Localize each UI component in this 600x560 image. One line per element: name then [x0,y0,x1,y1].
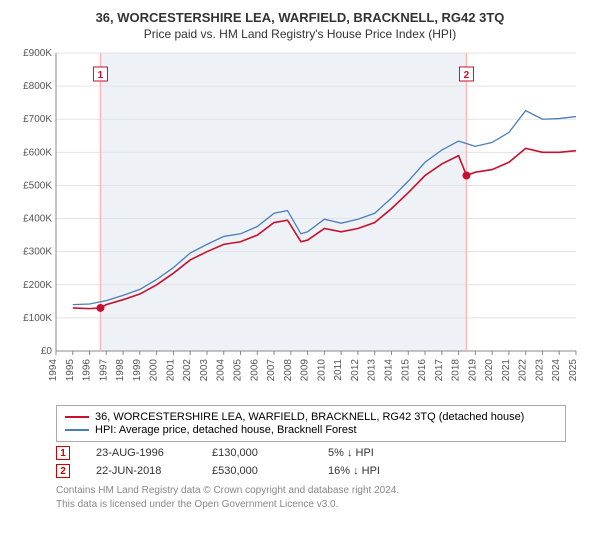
legend-item: HPI: Average price, detached house, Brac… [65,424,557,436]
svg-text:£200K: £200K [23,280,52,291]
svg-text:2020: 2020 [484,359,495,382]
svg-text:1: 1 [98,70,104,81]
legend: 36, WORCESTERSHIRE LEA, WARFIELD, BRACKN… [56,405,566,442]
svg-text:£700K: £700K [23,114,52,125]
transaction-table: 1 23-AUG-1996 £130,000 5% ↓ HPI 2 22-JUN-2018… [56,446,588,478]
chart-subtitle: Price paid vs. HM Land Registry's House … [12,27,588,41]
svg-text:£400K: £400K [23,214,52,225]
transaction-date: 23-AUG-1996 [96,447,186,459]
transaction-row: 2 22-JUN-2018 £530,000 16% ↓ HPI [56,464,588,478]
transaction-row: 1 23-AUG-1996 £130,000 5% ↓ HPI [56,446,588,460]
svg-text:1999: 1999 [132,359,143,382]
svg-text:2018: 2018 [451,359,462,382]
svg-text:2019: 2019 [467,359,478,382]
footnote-line: Contains HM Land Registry data © Crown c… [56,484,588,498]
transaction-price: £530,000 [212,465,302,477]
line-chart: £0 £100K £200K £300K £400K £500K £600K £700K £80… [12,47,588,397]
legend-swatch [65,429,89,431]
svg-text:£300K: £300K [23,247,52,258]
legend-swatch [65,416,89,418]
svg-text:2005: 2005 [233,359,244,382]
svg-text:1994: 1994 [48,359,59,382]
svg-text:2015: 2015 [400,359,411,382]
footnotes: Contains HM Land Registry data © Crown c… [56,484,588,511]
transaction-delta: 16% ↓ HPI [328,465,418,477]
transaction-marker: 2 [56,464,70,478]
svg-text:£0: £0 [41,346,53,357]
svg-text:2013: 2013 [367,359,378,382]
svg-text:2023: 2023 [534,359,545,382]
svg-text:2007: 2007 [266,359,277,382]
legend-item: 36, WORCESTERSHIRE LEA, WARFIELD, BRACKN… [65,411,557,423]
svg-text:2006: 2006 [249,359,260,382]
svg-text:2004: 2004 [216,359,227,382]
chart-area: £0 £100K £200K £300K £400K £500K £600K £700K £80… [12,47,588,397]
svg-text:2: 2 [464,70,470,81]
transaction-delta: 5% ↓ HPI [328,447,418,459]
svg-text:2001: 2001 [165,359,176,382]
transaction-date: 22-JUN-2018 [96,465,186,477]
svg-text:2003: 2003 [199,359,210,382]
transaction-marker: 1 [56,446,70,460]
legend-label: HPI: Average price, detached house, Brac… [95,424,357,436]
svg-text:2025: 2025 [568,359,579,382]
chart-title: 36, WORCESTERSHIRE LEA, WARFIELD, BRACKN… [12,10,588,25]
svg-text:1995: 1995 [65,359,76,382]
svg-text:2021: 2021 [501,359,512,382]
svg-text:2010: 2010 [316,359,327,382]
svg-text:1997: 1997 [98,359,109,382]
svg-text:2008: 2008 [283,359,294,382]
svg-text:£600K: £600K [23,147,52,158]
svg-text:£500K: £500K [23,180,52,191]
legend-label: 36, WORCESTERSHIRE LEA, WARFIELD, BRACKN… [95,411,524,423]
svg-text:£900K: £900K [23,48,52,59]
svg-text:1998: 1998 [115,359,126,382]
svg-text:2024: 2024 [551,359,562,382]
svg-text:2016: 2016 [417,359,428,382]
svg-text:2011: 2011 [333,359,344,381]
svg-text:£100K: £100K [23,313,52,324]
svg-text:1996: 1996 [82,359,93,382]
transaction-price: £130,000 [212,447,302,459]
svg-text:2014: 2014 [383,359,394,382]
svg-text:2000: 2000 [149,359,160,382]
svg-text:£800K: £800K [23,81,52,92]
svg-text:2012: 2012 [350,359,361,382]
footnote-line: This data is licensed under the Open Gov… [56,498,588,512]
svg-text:2009: 2009 [300,359,311,382]
svg-text:2022: 2022 [518,359,529,382]
svg-text:2017: 2017 [434,359,445,382]
svg-text:2002: 2002 [182,359,193,382]
